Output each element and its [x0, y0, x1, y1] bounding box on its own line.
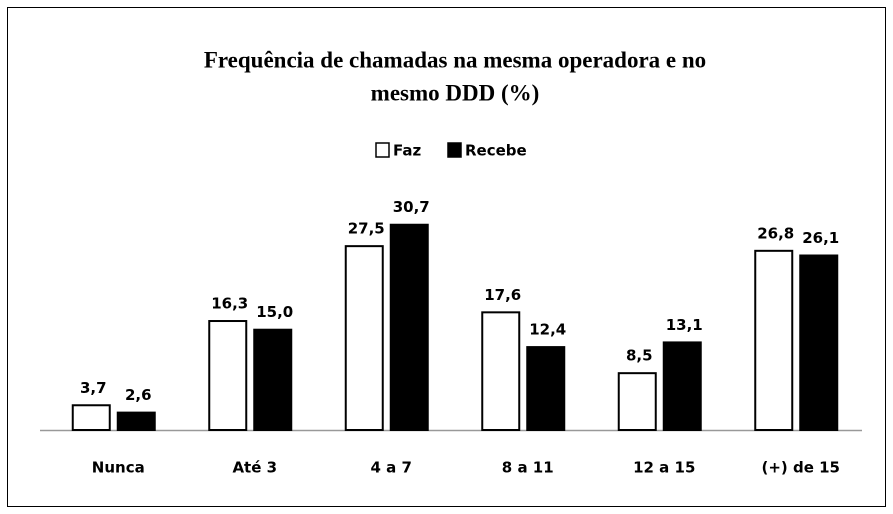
bar — [116, 411, 156, 432]
x-tick-label: 4 a 7 — [371, 459, 412, 477]
bar — [526, 346, 566, 431]
value-label: 8,5 — [626, 347, 653, 365]
value-label: 17,6 — [484, 286, 521, 304]
x-tick-label: 8 a 11 — [502, 459, 554, 477]
x-tick-label: (+) de 15 — [761, 459, 840, 477]
value-label: 26,1 — [802, 229, 839, 247]
bar — [253, 328, 293, 432]
value-label: 13,1 — [666, 316, 703, 334]
legend-swatch — [375, 142, 390, 158]
legend-label: Recebe — [465, 142, 527, 160]
value-label: 16,3 — [211, 295, 248, 313]
bar — [662, 341, 702, 431]
value-label: 12,4 — [529, 321, 566, 339]
value-label: 15,0 — [256, 303, 293, 321]
x-tick-label: Até 3 — [232, 459, 277, 477]
bar — [71, 404, 111, 431]
chart-title: mesmo DDD (%) — [371, 80, 540, 105]
value-label: 3,7 — [80, 379, 107, 397]
x-tick-label: Nunca — [92, 459, 145, 477]
x-tick-label: 12 a 15 — [633, 459, 695, 477]
bar — [754, 249, 794, 431]
value-label: 2,6 — [125, 386, 152, 404]
value-label: 30,7 — [393, 198, 430, 216]
value-label: 26,8 — [757, 224, 794, 242]
bar — [617, 372, 657, 431]
value-label: 27,5 — [348, 220, 385, 238]
bar — [799, 254, 839, 431]
bar — [344, 245, 384, 431]
bar — [208, 320, 248, 431]
bar — [389, 223, 429, 431]
chart-title: Frequência de chamadas na mesma operador… — [204, 47, 706, 72]
legend-swatch — [447, 142, 462, 158]
bar — [481, 311, 521, 431]
legend-label: Faz — [393, 142, 421, 160]
